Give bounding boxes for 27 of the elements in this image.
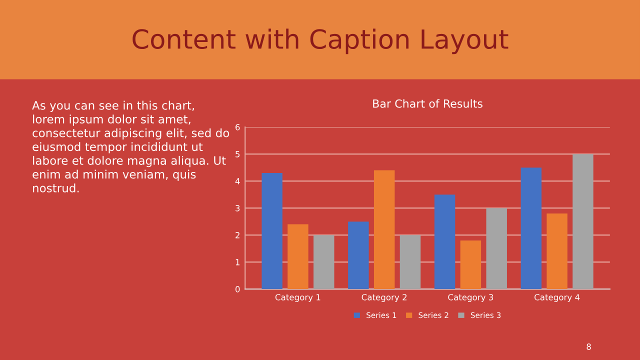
text: 8 <box>586 344 591 350</box>
bar <box>400 235 421 290</box>
x-tick-label: Category 3 <box>448 294 494 302</box>
bar <box>460 240 482 290</box>
y-tick-label: 1 <box>236 259 240 266</box>
y-tick-label: 4 <box>235 178 240 184</box>
y-tick-label: 2 <box>236 232 240 238</box>
bar <box>374 170 395 290</box>
bar <box>314 235 334 290</box>
bar <box>434 194 456 290</box>
text: As you can see in this chart, lorem ipsum dolor sit amet, consectetur adipiscing elit, sed do eiusmod tempor incididunt ut labore et dolore magna aliqua. Ut enim ad minim veniam, quis nostrud. <box>32 100 230 192</box>
text: Content with Caption Layout <box>132 28 508 54</box>
bar <box>288 224 308 290</box>
bar <box>486 208 507 290</box>
y-tick-label: 6 <box>236 124 240 130</box>
y-tick-label: 3 <box>236 205 240 212</box>
y-tick-label: 0 <box>236 286 240 292</box>
bar <box>348 222 369 290</box>
bar <box>546 213 568 290</box>
chart-title: Bar Chart of Results <box>373 99 482 108</box>
x-tick-label: Category 4 <box>534 294 580 302</box>
bar <box>572 154 594 290</box>
y-tick-label: 5 <box>236 151 240 158</box>
x-tick-label: Category 1 <box>275 294 320 302</box>
x-tick-label: Category 2 <box>362 294 407 302</box>
bar <box>520 168 542 290</box>
bar <box>262 172 282 290</box>
